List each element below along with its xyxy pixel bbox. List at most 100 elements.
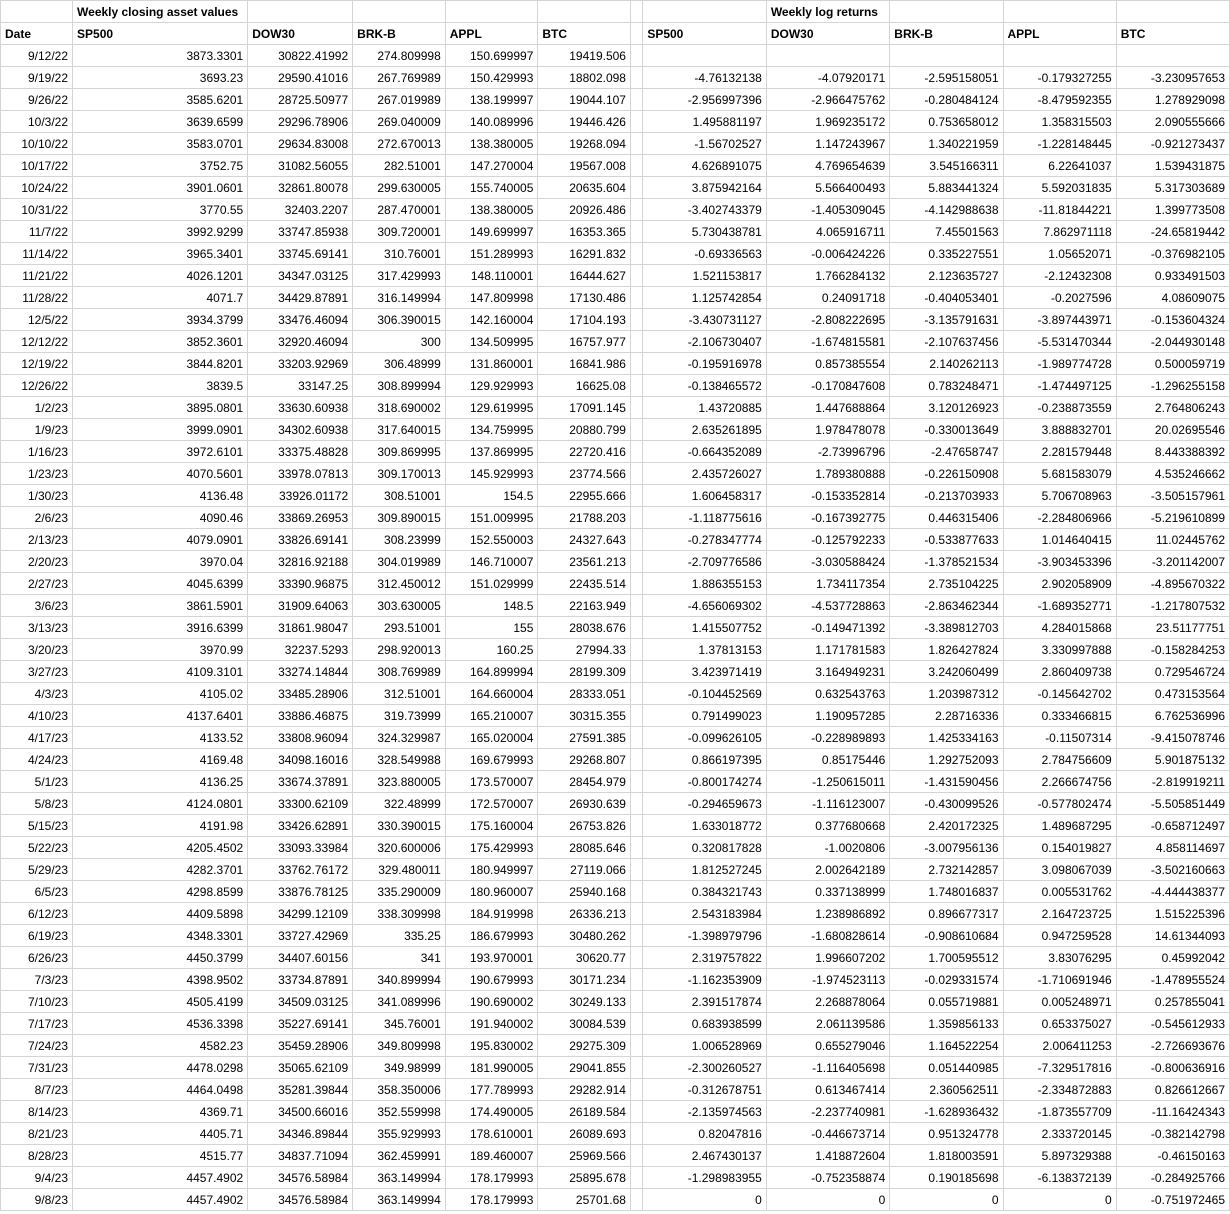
cell-appl-close[interactable]: 190.679993 xyxy=(445,969,538,991)
blank-cell[interactable] xyxy=(630,243,642,265)
cell-dow-close[interactable]: 34837.71094 xyxy=(248,1145,353,1167)
cell-dow-ret[interactable]: 2.061139586 xyxy=(766,1013,889,1035)
cell-sp500-close[interactable]: 4071.7 xyxy=(73,287,248,309)
cell-sp500-close[interactable]: 4090.46 xyxy=(73,507,248,529)
cell-brk-close[interactable]: 309.890015 xyxy=(353,507,446,529)
cell-dow-close[interactable]: 33485.28906 xyxy=(248,683,353,705)
cell-date[interactable]: 7/10/23 xyxy=(1,991,73,1013)
cell-btc-ret[interactable]: -1.296255158 xyxy=(1116,375,1229,397)
cell-brk-close[interactable]: 358.350006 xyxy=(353,1079,446,1101)
cell-dow-ret[interactable]: -2.808222695 xyxy=(766,309,889,331)
cell-btc-close[interactable]: 25895.678 xyxy=(538,1167,631,1189)
cell-btc-ret[interactable]: -5.505851449 xyxy=(1116,793,1229,815)
cell-dow-close[interactable]: 33876.78125 xyxy=(248,881,353,903)
cell-appl-close[interactable]: 178.610001 xyxy=(445,1123,538,1145)
cell-date[interactable]: 4/3/23 xyxy=(1,683,73,705)
cell-btc-close[interactable]: 30480.262 xyxy=(538,925,631,947)
cell-btc-close[interactable]: 16291.832 xyxy=(538,243,631,265)
cell-btc-ret[interactable]: 1.399773508 xyxy=(1116,199,1229,221)
cell-sp500-close[interactable]: 4398.9502 xyxy=(73,969,248,991)
cell-btc-close[interactable]: 16353.365 xyxy=(538,221,631,243)
cell-sp500-close[interactable]: 4282.3701 xyxy=(73,859,248,881)
cell-btc-close[interactable]: 20926.486 xyxy=(538,199,631,221)
cell-dow-close[interactable]: 34509.03125 xyxy=(248,991,353,1013)
cell-dow-close[interactable]: 35459.28906 xyxy=(248,1035,353,1057)
cell-appl-close[interactable]: 140.089996 xyxy=(445,111,538,133)
cell-dow-close[interactable]: 33926.01172 xyxy=(248,485,353,507)
cell-btc-ret[interactable]: 1.539431875 xyxy=(1116,155,1229,177)
cell-brk-ret[interactable]: -0.404053401 xyxy=(890,287,1003,309)
cell-appl-ret[interactable]: 7.862971118 xyxy=(1003,221,1116,243)
cell-dow-close[interactable]: 35227.69141 xyxy=(248,1013,353,1035)
cell-appl-close[interactable]: 172.570007 xyxy=(445,793,538,815)
cell-brk-close[interactable]: 335.25 xyxy=(353,925,446,947)
cell-btc-ret[interactable]: -0.658712497 xyxy=(1116,815,1229,837)
cell-dow-ret[interactable]: 1.171781583 xyxy=(766,639,889,661)
cell-dow-close[interactable]: 28725.50977 xyxy=(248,89,353,111)
cell-sp500-ret[interactable]: -2.709776586 xyxy=(643,551,766,573)
cell-sp500-ret[interactable]: -0.278347774 xyxy=(643,529,766,551)
cell-appl-close[interactable]: 165.020004 xyxy=(445,727,538,749)
cell-brk-ret[interactable]: 3.545166311 xyxy=(890,155,1003,177)
cell-dow-close[interactable]: 32816.92188 xyxy=(248,551,353,573)
cell-dow-close[interactable]: 35281.39844 xyxy=(248,1079,353,1101)
cell-brk-close[interactable]: 293.51001 xyxy=(353,617,446,639)
cell-appl-ret[interactable]: 2.164723725 xyxy=(1003,903,1116,925)
cell-btc-ret[interactable]: 6.762536996 xyxy=(1116,705,1229,727)
cell-date[interactable]: 6/5/23 xyxy=(1,881,73,903)
cell-date[interactable]: 9/12/22 xyxy=(1,45,73,67)
cell-brk-close[interactable]: 267.019989 xyxy=(353,89,446,111)
cell-sp500-close[interactable]: 3839.5 xyxy=(73,375,248,397)
cell-sp500-ret[interactable]: 1.125742854 xyxy=(643,287,766,309)
cell-appl-ret[interactable]: 1.05652071 xyxy=(1003,243,1116,265)
cell-appl-close[interactable]: 138.380005 xyxy=(445,199,538,221)
cell-appl-close[interactable]: 177.789993 xyxy=(445,1079,538,1101)
cell-btc-close[interactable]: 28085.646 xyxy=(538,837,631,859)
cell-brk-close[interactable]: 363.149994 xyxy=(353,1167,446,1189)
cell-btc-ret[interactable]: -0.751972465 xyxy=(1116,1189,1229,1211)
cell-sp500-ret[interactable]: 2.635261895 xyxy=(643,419,766,441)
blank-cell[interactable] xyxy=(630,617,642,639)
cell-appl-close[interactable]: 165.210007 xyxy=(445,705,538,727)
cell-appl-close[interactable]: 145.929993 xyxy=(445,463,538,485)
blank-cell[interactable] xyxy=(630,991,642,1013)
cell-brk-close[interactable]: 335.290009 xyxy=(353,881,446,903)
cell-sp500-close[interactable]: 3861.5901 xyxy=(73,595,248,617)
cell-brk-ret[interactable]: -1.431590456 xyxy=(890,771,1003,793)
cell-date[interactable]: 8/21/23 xyxy=(1,1123,73,1145)
cell-sp500-ret[interactable]: 1.521153817 xyxy=(643,265,766,287)
cell-dow-ret[interactable]: -0.153352814 xyxy=(766,485,889,507)
cell-brk-close[interactable]: 329.480011 xyxy=(353,859,446,881)
cell-appl-ret[interactable]: 5.681583079 xyxy=(1003,463,1116,485)
cell-btc-close[interactable]: 20880.799 xyxy=(538,419,631,441)
cell-appl-close[interactable]: 138.380005 xyxy=(445,133,538,155)
cell-btc-close[interactable]: 27994.33 xyxy=(538,639,631,661)
cell-sp500-ret[interactable]: -0.69336563 xyxy=(643,243,766,265)
cell-appl-ret[interactable]: 2.333720145 xyxy=(1003,1123,1116,1145)
cell-appl-close[interactable]: 155 xyxy=(445,617,538,639)
cell-sp500-close[interactable]: 4457.4902 xyxy=(73,1189,248,1211)
cell-appl-ret[interactable]: -1.474497125 xyxy=(1003,375,1116,397)
cell-appl-ret[interactable]: 3.83076295 xyxy=(1003,947,1116,969)
cell-date[interactable]: 1/9/23 xyxy=(1,419,73,441)
cell-date[interactable]: 3/20/23 xyxy=(1,639,73,661)
cell-dow-close[interactable]: 33734.87891 xyxy=(248,969,353,991)
cell-btc-ret[interactable]: 20.02695546 xyxy=(1116,419,1229,441)
cell-dow-close[interactable]: 33630.60938 xyxy=(248,397,353,419)
cell-btc-close[interactable]: 29275.309 xyxy=(538,1035,631,1057)
cell-brk-close[interactable]: 324.329987 xyxy=(353,727,446,749)
cell-btc-ret[interactable]: 5.901875132 xyxy=(1116,749,1229,771)
cell-sp500-close[interactable]: 3895.0801 xyxy=(73,397,248,419)
cell-btc-ret[interactable]: -0.382142798 xyxy=(1116,1123,1229,1145)
cell-dow-ret[interactable]: -1.116123007 xyxy=(766,793,889,815)
cell-date[interactable]: 10/3/22 xyxy=(1,111,73,133)
cell-btc-ret[interactable]: -3.201142007 xyxy=(1116,551,1229,573)
cell-sp500-close[interactable]: 4457.4902 xyxy=(73,1167,248,1189)
blank-cell[interactable] xyxy=(630,67,642,89)
cell-appl-ret[interactable]: 4.284015868 xyxy=(1003,617,1116,639)
cell-date[interactable]: 10/31/22 xyxy=(1,199,73,221)
blank-cell[interactable] xyxy=(630,133,642,155)
cell-dow-ret[interactable]: -1.116405698 xyxy=(766,1057,889,1079)
cell-btc-ret[interactable]: 2.764806243 xyxy=(1116,397,1229,419)
cell-brk-ret[interactable]: 1.818003591 xyxy=(890,1145,1003,1167)
